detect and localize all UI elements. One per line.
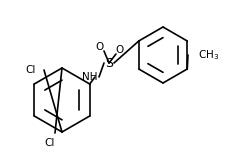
Text: O: O <box>116 45 124 55</box>
Text: O: O <box>96 42 104 52</box>
Text: Cl: Cl <box>26 65 36 75</box>
Text: NH: NH <box>82 72 98 82</box>
Text: S: S <box>105 56 113 69</box>
Text: CH$_3$: CH$_3$ <box>198 48 219 62</box>
Text: Cl: Cl <box>45 138 55 148</box>
